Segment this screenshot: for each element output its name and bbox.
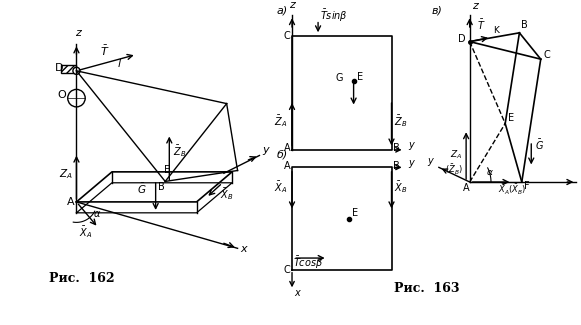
Text: E: E (164, 165, 170, 175)
Text: Рис.  163: Рис. 163 (394, 282, 460, 295)
Text: $\bar{T}cos\beta$: $\bar{T}cos\beta$ (293, 255, 324, 271)
Text: B: B (393, 143, 400, 153)
Text: D: D (458, 33, 465, 44)
Text: $l$: $l$ (117, 57, 123, 69)
Text: F: F (524, 181, 530, 191)
Text: z: z (289, 0, 295, 10)
Text: $\bar{T}$: $\bar{T}$ (477, 18, 485, 32)
Text: B: B (159, 182, 165, 192)
Text: y: y (262, 145, 269, 155)
Text: $Z_A$: $Z_A$ (59, 167, 73, 181)
Text: B: B (521, 20, 528, 31)
Text: $\bar{T}sin\beta$: $\bar{T}sin\beta$ (321, 7, 348, 24)
Text: $\bar{G}$: $\bar{G}$ (535, 138, 544, 152)
Text: $\bar{Z}_B$: $\bar{Z}_B$ (394, 113, 407, 129)
Text: G: G (336, 73, 343, 83)
Text: $(\bar{Z}_B)$: $(\bar{Z}_B)$ (445, 162, 462, 177)
Text: E: E (508, 112, 514, 123)
Text: $\alpha$: $\alpha$ (93, 209, 101, 219)
Text: $\bar{Z}_A$: $\bar{Z}_A$ (274, 113, 288, 129)
Text: x: x (241, 244, 247, 254)
Text: z: z (472, 1, 478, 11)
Text: $\bar{Z}_B$: $\bar{Z}_B$ (173, 143, 187, 159)
Text: C: C (543, 50, 550, 60)
Text: E: E (357, 72, 363, 82)
Text: x: x (295, 288, 300, 298)
Text: y: y (427, 156, 433, 166)
Text: A: A (462, 183, 469, 193)
Text: $\bar{X}_B$: $\bar{X}_B$ (220, 186, 233, 202)
Text: A: A (284, 161, 290, 171)
Text: $\bar{T}$: $\bar{T}$ (100, 44, 109, 58)
Circle shape (73, 67, 80, 74)
Text: Рис.  162: Рис. 162 (49, 272, 114, 285)
Text: A: A (284, 143, 290, 153)
Text: K: K (493, 26, 499, 35)
Text: A: A (67, 197, 74, 207)
Text: а): а) (277, 6, 288, 16)
Text: $\bar{X}_A$: $\bar{X}_A$ (274, 179, 288, 195)
Text: z: z (75, 28, 81, 38)
Text: $\bar{X}_A(\bar{X}_B)$: $\bar{X}_A(\bar{X}_B)$ (498, 183, 526, 197)
Text: O: O (58, 90, 66, 100)
Text: C: C (284, 31, 290, 41)
Text: $Z_A$: $Z_A$ (450, 148, 462, 161)
Circle shape (68, 89, 85, 107)
Text: E: E (353, 208, 358, 218)
Text: y: y (408, 140, 414, 150)
Text: B: B (393, 161, 400, 171)
Text: б): б) (277, 149, 288, 159)
Text: C: C (284, 265, 290, 275)
Text: $\bar{X}_B$: $\bar{X}_B$ (394, 179, 407, 195)
Text: D: D (55, 63, 63, 73)
Bar (62, 65, 77, 73)
Text: в): в) (432, 6, 443, 16)
Text: $\alpha$: $\alpha$ (486, 168, 494, 177)
Text: $\bar{G}$: $\bar{G}$ (137, 182, 146, 196)
Text: y: y (408, 158, 414, 168)
Text: $\bar{X}_A$: $\bar{X}_A$ (79, 224, 92, 240)
